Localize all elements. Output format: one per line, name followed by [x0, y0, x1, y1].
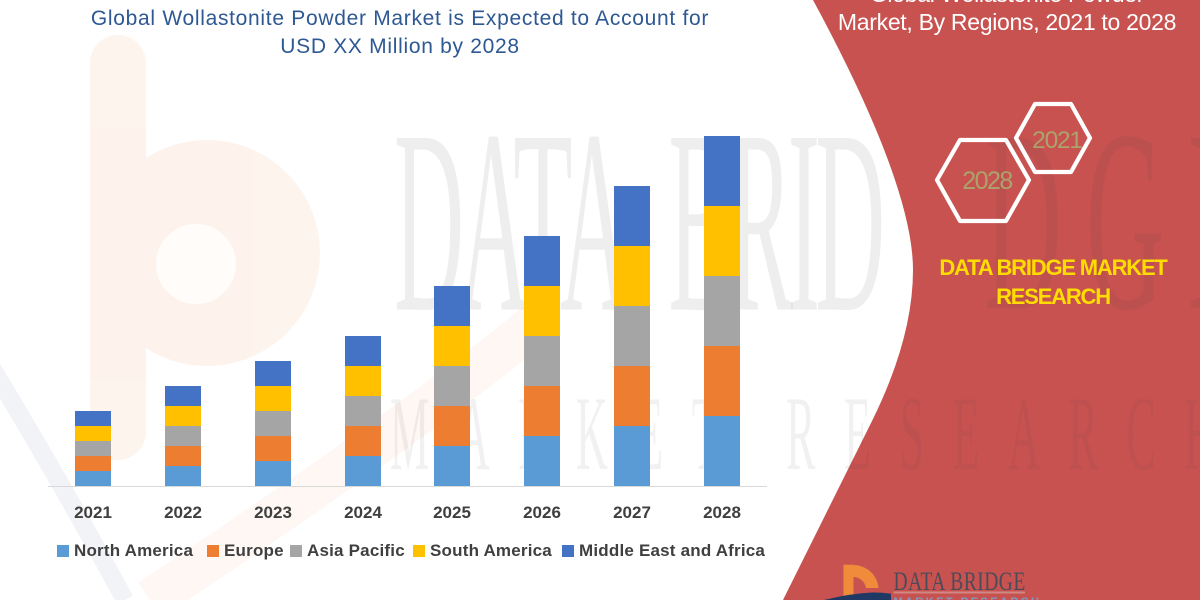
svg-text:2028: 2028 [962, 167, 1012, 195]
svg-text:MARKET RESEARCH: MARKET RESEARCH [894, 596, 1042, 600]
svg-text:2021: 2021 [1032, 127, 1082, 154]
